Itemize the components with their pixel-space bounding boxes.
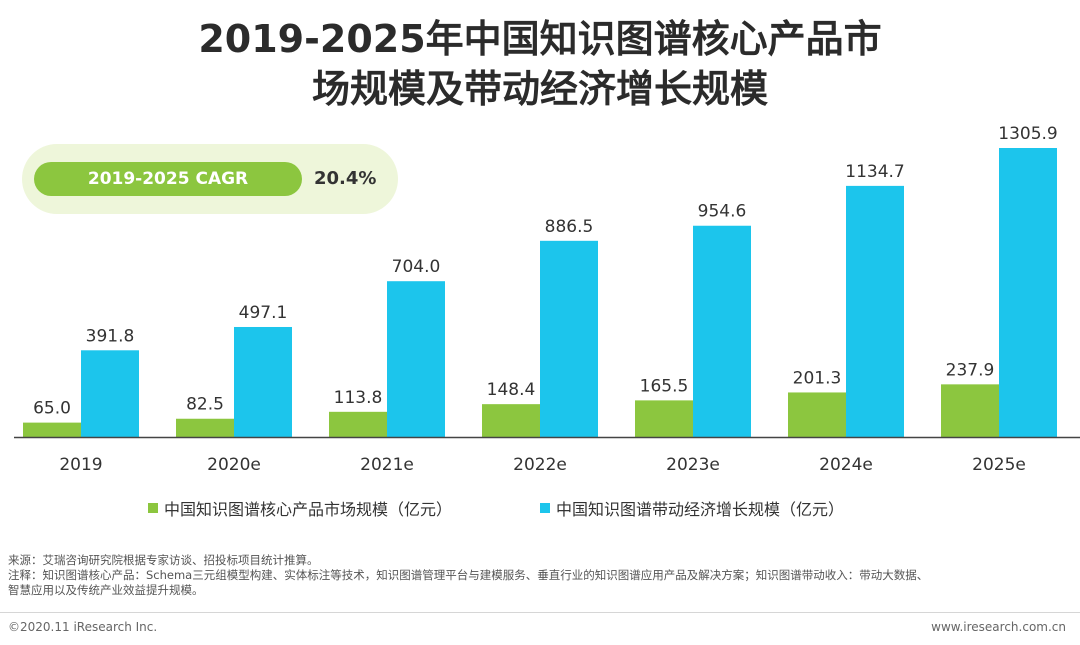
data-label-driven-2023e: 954.6 — [698, 202, 747, 222]
x-tick-label-2022e: 2022e — [513, 455, 567, 475]
footer-divider — [0, 612, 1080, 613]
x-tick-label-2023e: 2023e — [666, 455, 720, 475]
chart-title-line2: 场规模及带动经济增长规模 — [311, 67, 768, 111]
data-label-core-2024e: 201.3 — [793, 368, 842, 388]
data-label-core-2021e: 113.8 — [334, 388, 383, 408]
cagr-label: 2019-2025 CAGR — [34, 162, 302, 196]
legend-swatch-core — [148, 503, 158, 513]
data-label-driven-2019: 391.8 — [86, 326, 135, 346]
bar-driven-2023e — [693, 225, 751, 437]
chart-title-line1: 2019-2025年中国知识图谱核心产品市 — [198, 17, 882, 61]
legend-label-driven: 中国知识图谱带动经济增长规模（亿元） — [556, 500, 845, 519]
bar-driven-2022e — [540, 240, 598, 437]
legend-item-driven: 中国知识图谱带动经济增长规模（亿元） — [540, 496, 844, 520]
annotation-note-line2: 智慧应用以及传统产业效益提升规模。 — [8, 583, 204, 597]
data-label-driven-2025e: 1305.9 — [998, 124, 1057, 144]
bar-driven-2020e — [234, 326, 292, 437]
data-label-driven-2024e: 1134.7 — [845, 162, 904, 182]
data-label-core-2023e: 165.5 — [640, 376, 689, 396]
source-note: 来源：艾瑞咨询研究院根据专家访谈、招投标项目统计推算。 — [8, 553, 319, 567]
x-tick-label-2020e: 2020e — [207, 455, 261, 475]
bar-core-2020e — [176, 418, 234, 437]
data-label-driven-2020e: 497.1 — [239, 303, 288, 323]
data-label-core-2022e: 148.4 — [487, 380, 536, 400]
legend-label-core: 中国知识图谱核心产品市场规模（亿元） — [164, 500, 453, 519]
bar-core-2021e — [329, 411, 387, 437]
bar-core-2024e — [788, 392, 846, 437]
bar-driven-2025e — [999, 148, 1057, 437]
website-link[interactable]: www.iresearch.com.cn — [931, 620, 1066, 634]
x-tick-label-2025e: 2025e — [972, 455, 1026, 475]
data-label-core-2019: 65.0 — [33, 399, 71, 419]
chart-title: 2019-2025年中国知识图谱核心产品市 场规模及带动经济增长规模 — [0, 14, 1080, 114]
data-label-driven-2022e: 886.5 — [545, 217, 594, 237]
cagr-value: 20.4% — [314, 168, 377, 189]
bar-core-2019 — [23, 422, 81, 437]
legend-item-core: 中国知识图谱核心产品市场规模（亿元） — [148, 496, 452, 520]
copyright-text: ©2020.11 iResearch Inc. — [8, 620, 158, 634]
x-tick-label-2021e: 2021e — [360, 455, 414, 475]
data-label-driven-2021e: 704.0 — [392, 257, 441, 277]
cagr-callout: 2019-2025 CAGR 20.4% — [22, 144, 398, 214]
bar-driven-2021e — [387, 281, 445, 437]
chart-notes: 来源：艾瑞咨询研究院根据专家访谈、招投标项目统计推算。 注释：知识图谱核心产品：… — [8, 553, 1074, 598]
x-tick-label-2024e: 2024e — [819, 455, 873, 475]
data-label-core-2020e: 82.5 — [186, 395, 224, 415]
bar-core-2025e — [941, 384, 999, 437]
bar-core-2023e — [635, 400, 693, 437]
annotation-note-line1: 注释：知识图谱核心产品：Schema三元组模型构建、实体标注等技术，知识图谱管理… — [8, 568, 929, 582]
x-tick-label-2019: 2019 — [59, 455, 102, 475]
bar-driven-2024e — [846, 185, 904, 437]
bar-driven-2019 — [81, 350, 139, 437]
data-label-core-2025e: 237.9 — [946, 360, 995, 380]
bar-chart: 65.0 391.8 2019 82.5 497.1 2020e 113.8 704.0 202… — [14, 124, 1080, 475]
legend-swatch-driven — [540, 503, 550, 513]
bar-core-2022e — [482, 404, 540, 437]
